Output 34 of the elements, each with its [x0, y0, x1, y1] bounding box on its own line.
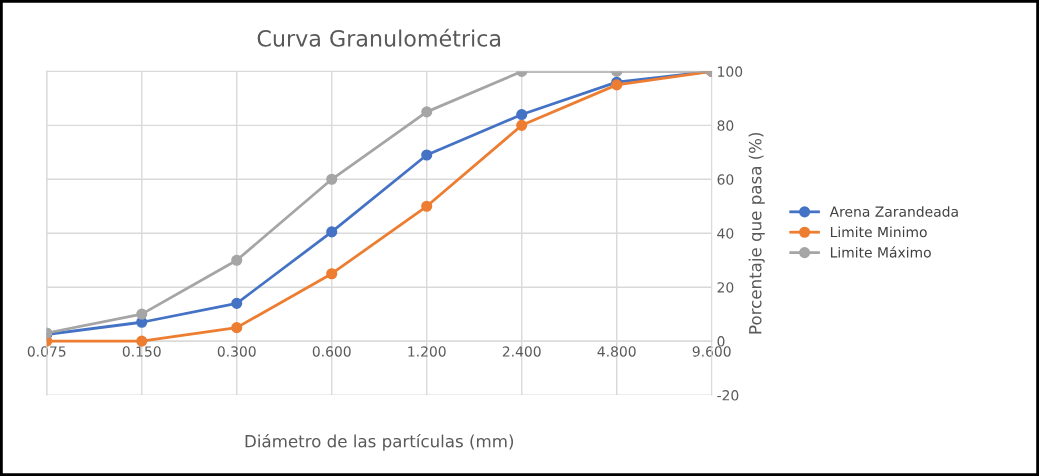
y-tick-label: 20 [717, 282, 734, 293]
x-tick-label: 9.600 [692, 346, 731, 357]
y-tick-label: 40 [717, 228, 734, 239]
point [136, 308, 148, 320]
point [516, 119, 528, 131]
legend-label: Limite Máximo [830, 246, 931, 258]
x-axis-title: Diámetro de las partículas (mm) [245, 433, 514, 451]
y-tick-label: -20 [717, 390, 739, 401]
y-tick-label: 80 [717, 120, 734, 131]
x-tick-label: 0.300 [217, 346, 256, 357]
point [326, 173, 338, 185]
point [136, 335, 148, 347]
point [231, 322, 243, 334]
y-tick-label: 0 [717, 336, 725, 347]
point [421, 149, 433, 161]
y-axis-title: Porcentaje que pasa (%) [748, 132, 765, 334]
chart-title: Curva Granulométrica [257, 28, 501, 47]
point [326, 226, 338, 238]
point [516, 109, 528, 121]
x-tick-label: 0.150 [122, 346, 161, 357]
y-tick-label: 100 [718, 66, 743, 77]
y-tick-label: 60 [717, 174, 734, 185]
legend-label: Arena Zarandeada [829, 206, 958, 217]
x-tick-label: 0.600 [312, 346, 351, 357]
x-tick-label: 4.800 [597, 346, 636, 357]
x-tick-label: 1.200 [408, 346, 446, 357]
x-tick-label: 0.075 [27, 346, 66, 357]
point [421, 106, 433, 118]
point [231, 297, 243, 309]
legend-label: Limite Minimo [830, 226, 927, 238]
point [326, 268, 338, 280]
point [421, 200, 433, 212]
point [231, 254, 243, 266]
x-tick-label: 2.400 [502, 346, 541, 357]
